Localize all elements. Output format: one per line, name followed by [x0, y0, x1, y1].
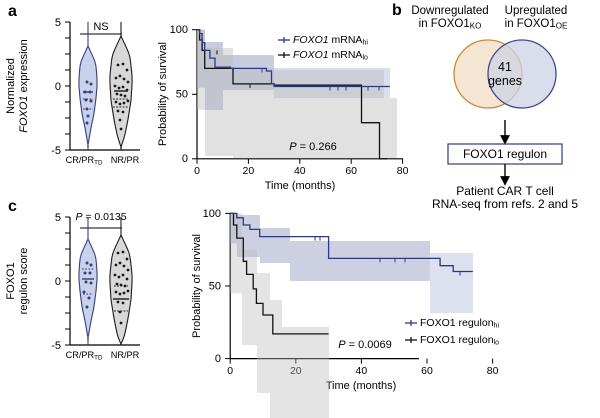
- svg-text:NS: NS: [93, 21, 108, 33]
- svg-text:Patient CAR T cell: Patient CAR T cell: [456, 184, 554, 198]
- svg-text:60: 60: [421, 365, 433, 377]
- svg-text:RNA-seq from refs. 2 and 5: RNA-seq from refs. 2 and 5: [432, 197, 578, 211]
- svg-text:20: 20: [243, 165, 255, 177]
- svg-text:in FOXO1OE: in FOXO1OE: [505, 18, 568, 31]
- svg-text:FOXO1 regulonhi: FOXO1 regulonhi: [420, 317, 499, 330]
- svg-text:CR/PRTD: CR/PRTD: [66, 155, 103, 167]
- svg-text:a: a: [8, 3, 17, 20]
- svg-text:-5: -5: [51, 340, 61, 352]
- svg-text:c: c: [8, 198, 17, 215]
- svg-text:b: b: [392, 2, 402, 19]
- svg-text:NR/PR: NR/PR: [111, 350, 140, 360]
- svg-text:50: 50: [176, 89, 188, 101]
- svg-text:Time (months): Time (months): [326, 380, 397, 392]
- svg-text:P = 0.0135: P = 0.0135: [75, 211, 126, 223]
- svg-text:in FOXO1KO: in FOXO1KO: [419, 18, 482, 31]
- svg-text:40: 40: [356, 365, 368, 377]
- svg-text:CR/PRTD: CR/PRTD: [66, 350, 103, 362]
- svg-text:Time (months): Time (months): [265, 180, 336, 192]
- svg-text:Normalized: Normalized: [5, 58, 17, 114]
- svg-text:50: 50: [209, 281, 221, 293]
- svg-text:0: 0: [194, 165, 200, 177]
- svg-text:genes: genes: [488, 74, 522, 88]
- svg-text:100: 100: [170, 24, 188, 36]
- svg-text:FOXO1: FOXO1: [5, 262, 17, 299]
- svg-text:100: 100: [203, 208, 221, 220]
- svg-text:60: 60: [345, 165, 357, 177]
- svg-text:NR/PR: NR/PR: [111, 155, 140, 165]
- svg-text:Upregulated: Upregulated: [505, 5, 568, 17]
- svg-text:0: 0: [55, 81, 61, 93]
- svg-text:P = 0.0069: P = 0.0069: [338, 339, 392, 351]
- svg-text:5: 5: [55, 17, 61, 29]
- svg-text:FOXO1 regulonlo: FOXO1 regulonlo: [420, 334, 499, 347]
- svg-text:FOXO1 expression: FOXO1 expression: [18, 39, 30, 133]
- svg-text:0: 0: [182, 153, 188, 165]
- svg-text:0: 0: [227, 365, 233, 377]
- svg-text:Probability of survival: Probability of survival: [191, 234, 203, 338]
- svg-text:-5: -5: [51, 145, 61, 157]
- svg-text:Probability of survival: Probability of survival: [157, 42, 169, 146]
- svg-text:regulon score: regulon score: [18, 248, 30, 315]
- svg-text:40: 40: [294, 165, 306, 177]
- svg-text:FOXO1 mRNAhi: FOXO1 mRNAhi: [293, 34, 368, 47]
- svg-text:0: 0: [215, 353, 221, 365]
- svg-text:41: 41: [498, 60, 512, 74]
- svg-text:FOXO1 regulon: FOXO1 regulon: [463, 147, 547, 161]
- svg-text:5: 5: [55, 212, 61, 224]
- svg-text:80: 80: [487, 365, 499, 377]
- svg-text:0: 0: [55, 276, 61, 288]
- svg-text:Downregulated: Downregulated: [411, 5, 488, 17]
- svg-text:P = 0.266: P = 0.266: [289, 141, 336, 153]
- svg-text:FOXO1 mRNAlo: FOXO1 mRNAlo: [293, 49, 368, 62]
